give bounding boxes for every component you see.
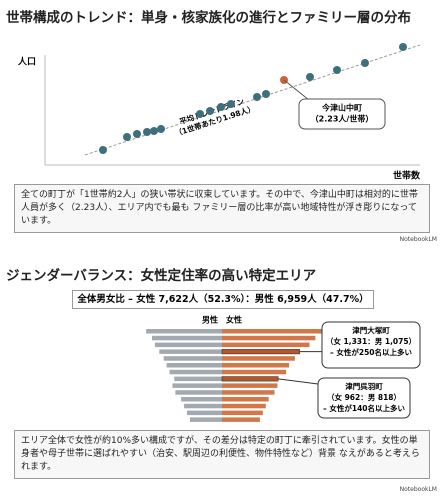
bar-female xyxy=(222,417,260,422)
point xyxy=(280,76,288,84)
point xyxy=(333,66,341,74)
trend-line xyxy=(84,44,421,156)
point xyxy=(196,110,204,118)
bar-male xyxy=(159,349,222,354)
callout-text: – 女性が140名以上多い xyxy=(323,403,406,413)
bar-male xyxy=(187,410,222,416)
bar-male xyxy=(172,383,222,388)
callout-box xyxy=(321,321,421,369)
bar-female xyxy=(221,349,300,355)
callout-line xyxy=(278,378,319,385)
y-axis-label: 人口 xyxy=(17,56,36,68)
bar-female xyxy=(222,329,325,334)
bar-male xyxy=(175,390,222,395)
point xyxy=(99,146,107,154)
callout-text: 今津山中町 xyxy=(321,103,362,113)
point xyxy=(399,43,407,51)
callout-text: 津門呉羽町 xyxy=(345,381,383,391)
callout-box xyxy=(317,377,411,419)
point xyxy=(227,100,235,108)
bar-male xyxy=(152,335,222,341)
legend-label: 女性 xyxy=(226,315,242,325)
note: 全ての町丁が「1世帯約2人」の狭い帯状に収束しています。その中で、今津山中町は相… xyxy=(14,184,430,233)
callout-text: 津門大塚町 xyxy=(352,325,390,335)
bar-female xyxy=(222,342,310,348)
point xyxy=(361,59,369,67)
point xyxy=(123,133,131,141)
bar-male xyxy=(169,369,222,375)
point xyxy=(157,125,165,133)
point xyxy=(206,107,214,115)
bar-female xyxy=(222,356,295,361)
callout-text: （女 962：男 818） xyxy=(327,392,401,402)
callout-line xyxy=(283,79,310,101)
point xyxy=(217,103,225,111)
bar-male xyxy=(174,376,222,382)
point xyxy=(306,73,314,81)
bar-female xyxy=(222,410,263,416)
point xyxy=(253,93,261,101)
bar-female xyxy=(222,369,287,375)
bar-male xyxy=(154,342,222,348)
bar-female xyxy=(222,397,269,402)
callout-text: （2.23人/世帯） xyxy=(311,114,374,124)
bar-male xyxy=(184,403,222,409)
legend-label: 男性 xyxy=(202,315,218,325)
bar-female xyxy=(222,403,266,409)
bar-male xyxy=(146,329,222,334)
point xyxy=(133,130,141,138)
bar-female xyxy=(222,383,278,388)
trend-label: 平均トレンドライン xyxy=(178,96,246,127)
watermark: NotebookLM xyxy=(399,236,437,243)
point xyxy=(143,128,151,136)
bar-female xyxy=(222,363,290,368)
bar-female xyxy=(222,390,275,395)
callout-text: – 女性が250名以上多い xyxy=(330,347,413,357)
subtitle: 全体男女比 – 女性 7,622人（52.3%）：男性 6,959人（47.7%… xyxy=(72,290,374,309)
point xyxy=(262,90,270,98)
callout-text: （女 1,331：男 1,075） xyxy=(326,336,416,346)
bar-male xyxy=(189,417,222,422)
note: エリア全体で女性が約10%多い構成ですが、その差分は特定の町丁に牽引されています… xyxy=(14,430,430,479)
bar-male xyxy=(166,363,222,368)
trend-label: （1世帯あたり1.98人） xyxy=(173,103,256,138)
watermark: NotebookLM xyxy=(399,486,437,493)
bar-female xyxy=(221,376,279,382)
title: ジェンダーバランス：女性定住率の高い特定エリア xyxy=(6,268,317,284)
x-axis-label: 世帯数 xyxy=(393,170,421,182)
title: 世帯構成のトレンド：単身・核家族化の進行とファミリー層の分布 xyxy=(6,10,411,26)
trend-label: 平均トレンドライン（1世帯あたり1.98人） xyxy=(173,96,256,139)
bar-female xyxy=(222,335,316,341)
point xyxy=(150,127,158,135)
bar-male xyxy=(181,397,222,402)
callout-box xyxy=(298,98,386,130)
bar-male xyxy=(163,356,222,361)
